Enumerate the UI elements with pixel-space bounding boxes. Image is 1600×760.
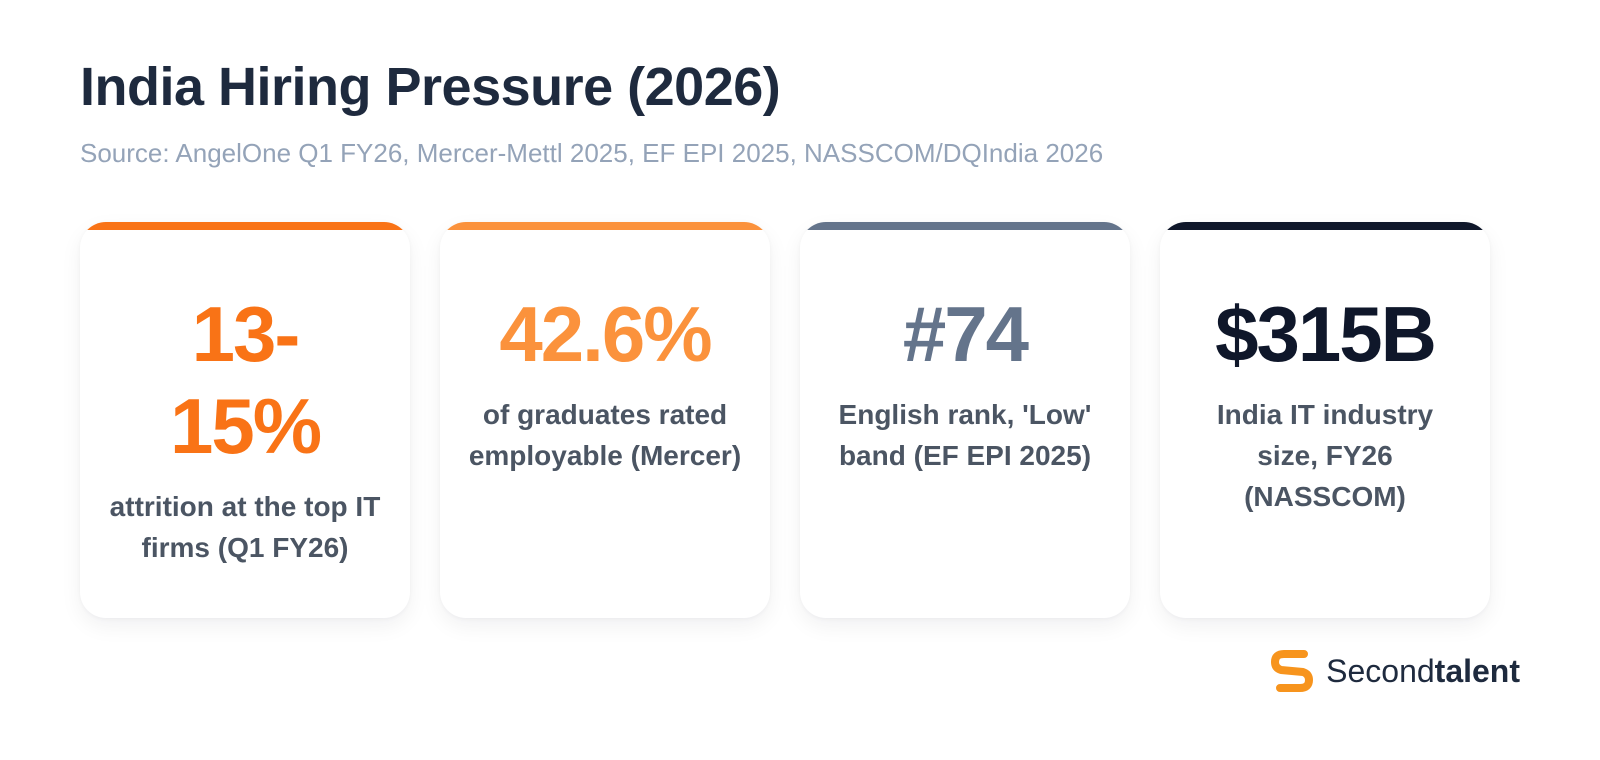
card-accent-bar (1160, 222, 1490, 230)
secondtalent-logo-icon (1271, 650, 1314, 692)
stat-label: of graduates rated employable (Mercer) (468, 399, 742, 471)
page-title: India Hiring Pressure (2026) (80, 57, 781, 117)
card-accent-bar (80, 222, 410, 230)
stat-label: attrition at the top IT firms (Q1 FY26) (109, 491, 381, 563)
source-note: Source: AngelOne Q1 FY26, Mercer-Mettl 2… (80, 138, 1104, 168)
brand-name-regular: Second (1326, 652, 1435, 689)
stat-card-english-rank: #74 English rank, 'Low' band (EF EPI 202… (800, 222, 1130, 618)
card-accent-bar (800, 222, 1130, 230)
stat-value: #74 (902, 290, 1029, 378)
stat-card-attrition: 13-15% attrition at the top IT firms (Q1… (80, 222, 410, 618)
card-accent-bar (440, 222, 770, 230)
stat-value: 13-15% (169, 290, 322, 470)
stat-value: $315B (1215, 290, 1437, 378)
stat-card-employability: 42.6% of graduates rated employable (Mer… (440, 222, 770, 618)
stat-label: India IT industry size, FY26 (NASSCOM) (1216, 399, 1434, 512)
brand-name-bold: talent (1434, 652, 1520, 689)
brand-name: Secondtalent (1326, 653, 1520, 690)
stat-cards: 13-15% attrition at the top IT firms (Q1… (80, 222, 1520, 618)
stat-card-industry-size: $315B India IT industry size, FY26 (NASS… (1160, 222, 1490, 618)
stat-value: 42.6% (499, 290, 712, 378)
stat-label: English rank, 'Low' band (EF EPI 2025) (838, 399, 1092, 471)
brand-logo: Secondtalent (1270, 648, 1520, 694)
